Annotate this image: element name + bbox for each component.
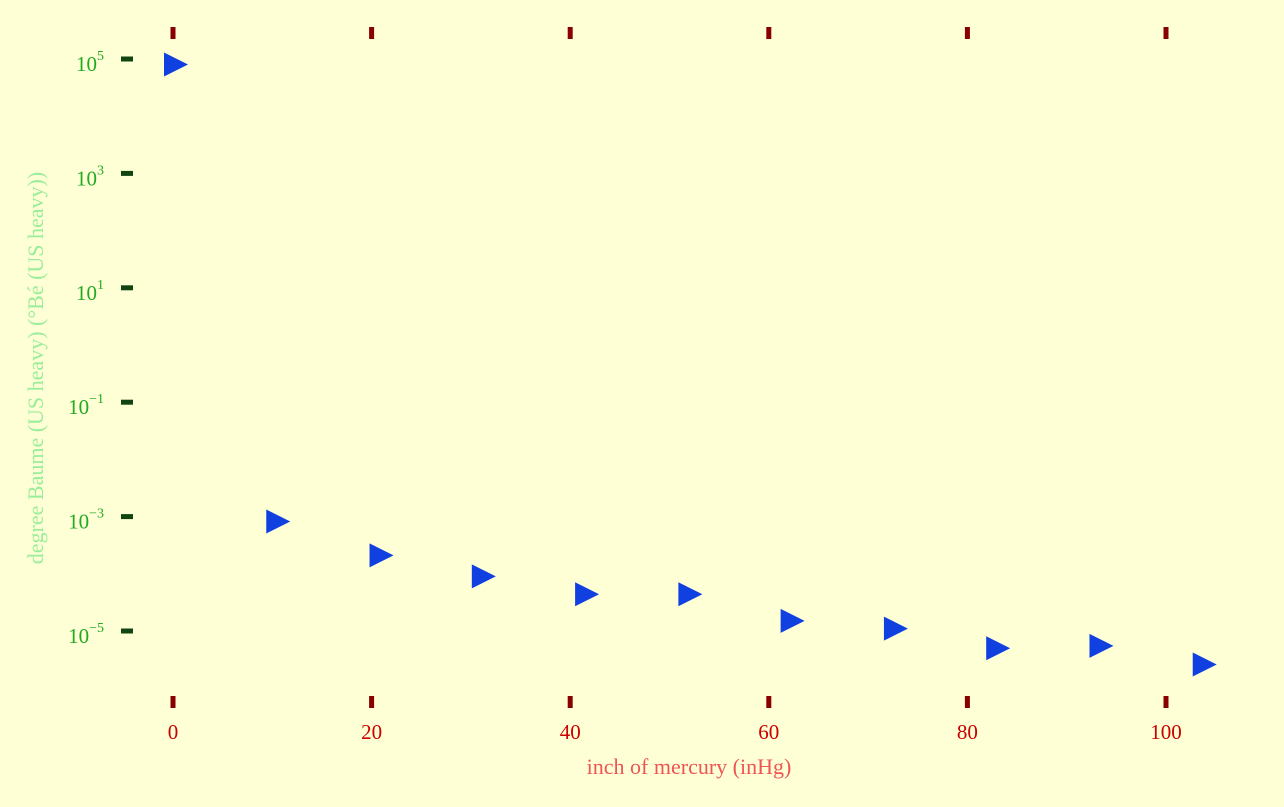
y-tick (121, 514, 133, 520)
data-point (678, 582, 703, 607)
x-tick-label: 0 (168, 720, 179, 744)
x-tick-label: 20 (361, 720, 382, 744)
x-tick-label: 60 (758, 720, 779, 744)
data-point (986, 636, 1011, 661)
x-tick-bottom (964, 696, 970, 708)
y-tick-label: 10−1 (68, 392, 104, 419)
data-point (1089, 633, 1114, 658)
y-tick-label: 103 (76, 163, 104, 190)
y-tick (121, 285, 133, 291)
y-tick-label: 105 (76, 49, 104, 76)
x-tick-top (964, 27, 970, 39)
data-point (266, 509, 291, 534)
x-tick-top (1163, 27, 1169, 39)
x-tick-bottom (1163, 696, 1169, 708)
y-axis-title: degree Baume (US heavy) (°Bé (US heavy)) (23, 172, 48, 564)
y-tick (121, 628, 133, 634)
x-tick-top (170, 27, 176, 39)
data-point (883, 616, 908, 641)
x-tick-label: 80 (957, 720, 978, 744)
x-tick-bottom (369, 696, 375, 708)
data-point (163, 52, 188, 77)
y-axis: 105 103 101 10−1 10−3 10−5 (68, 49, 133, 648)
x-tick-label: 100 (1150, 720, 1182, 744)
x-tick-bottom (567, 696, 573, 708)
data-point (780, 608, 805, 633)
data-point (575, 582, 600, 607)
x-tick-top (567, 27, 573, 39)
x-tick-bottom (766, 696, 772, 708)
x-tick-top (369, 27, 375, 39)
x-tick-label: 40 (560, 720, 581, 744)
y-tick-label: 101 (76, 278, 104, 305)
y-tick-label: 10−3 (68, 507, 104, 534)
x-tick-top (766, 27, 772, 39)
data-point (369, 543, 394, 568)
y-tick-label: 10−5 (68, 621, 104, 648)
x-axis: 0 20 40 60 80 100 (168, 27, 1182, 744)
x-axis-title: inch of mercury (inHg) (587, 754, 792, 779)
data-points (163, 52, 1217, 677)
x-tick-bottom (170, 696, 176, 708)
y-tick (121, 170, 133, 176)
data-point (1192, 652, 1217, 677)
y-tick (121, 56, 133, 62)
data-point (471, 564, 496, 589)
y-tick (121, 399, 133, 405)
